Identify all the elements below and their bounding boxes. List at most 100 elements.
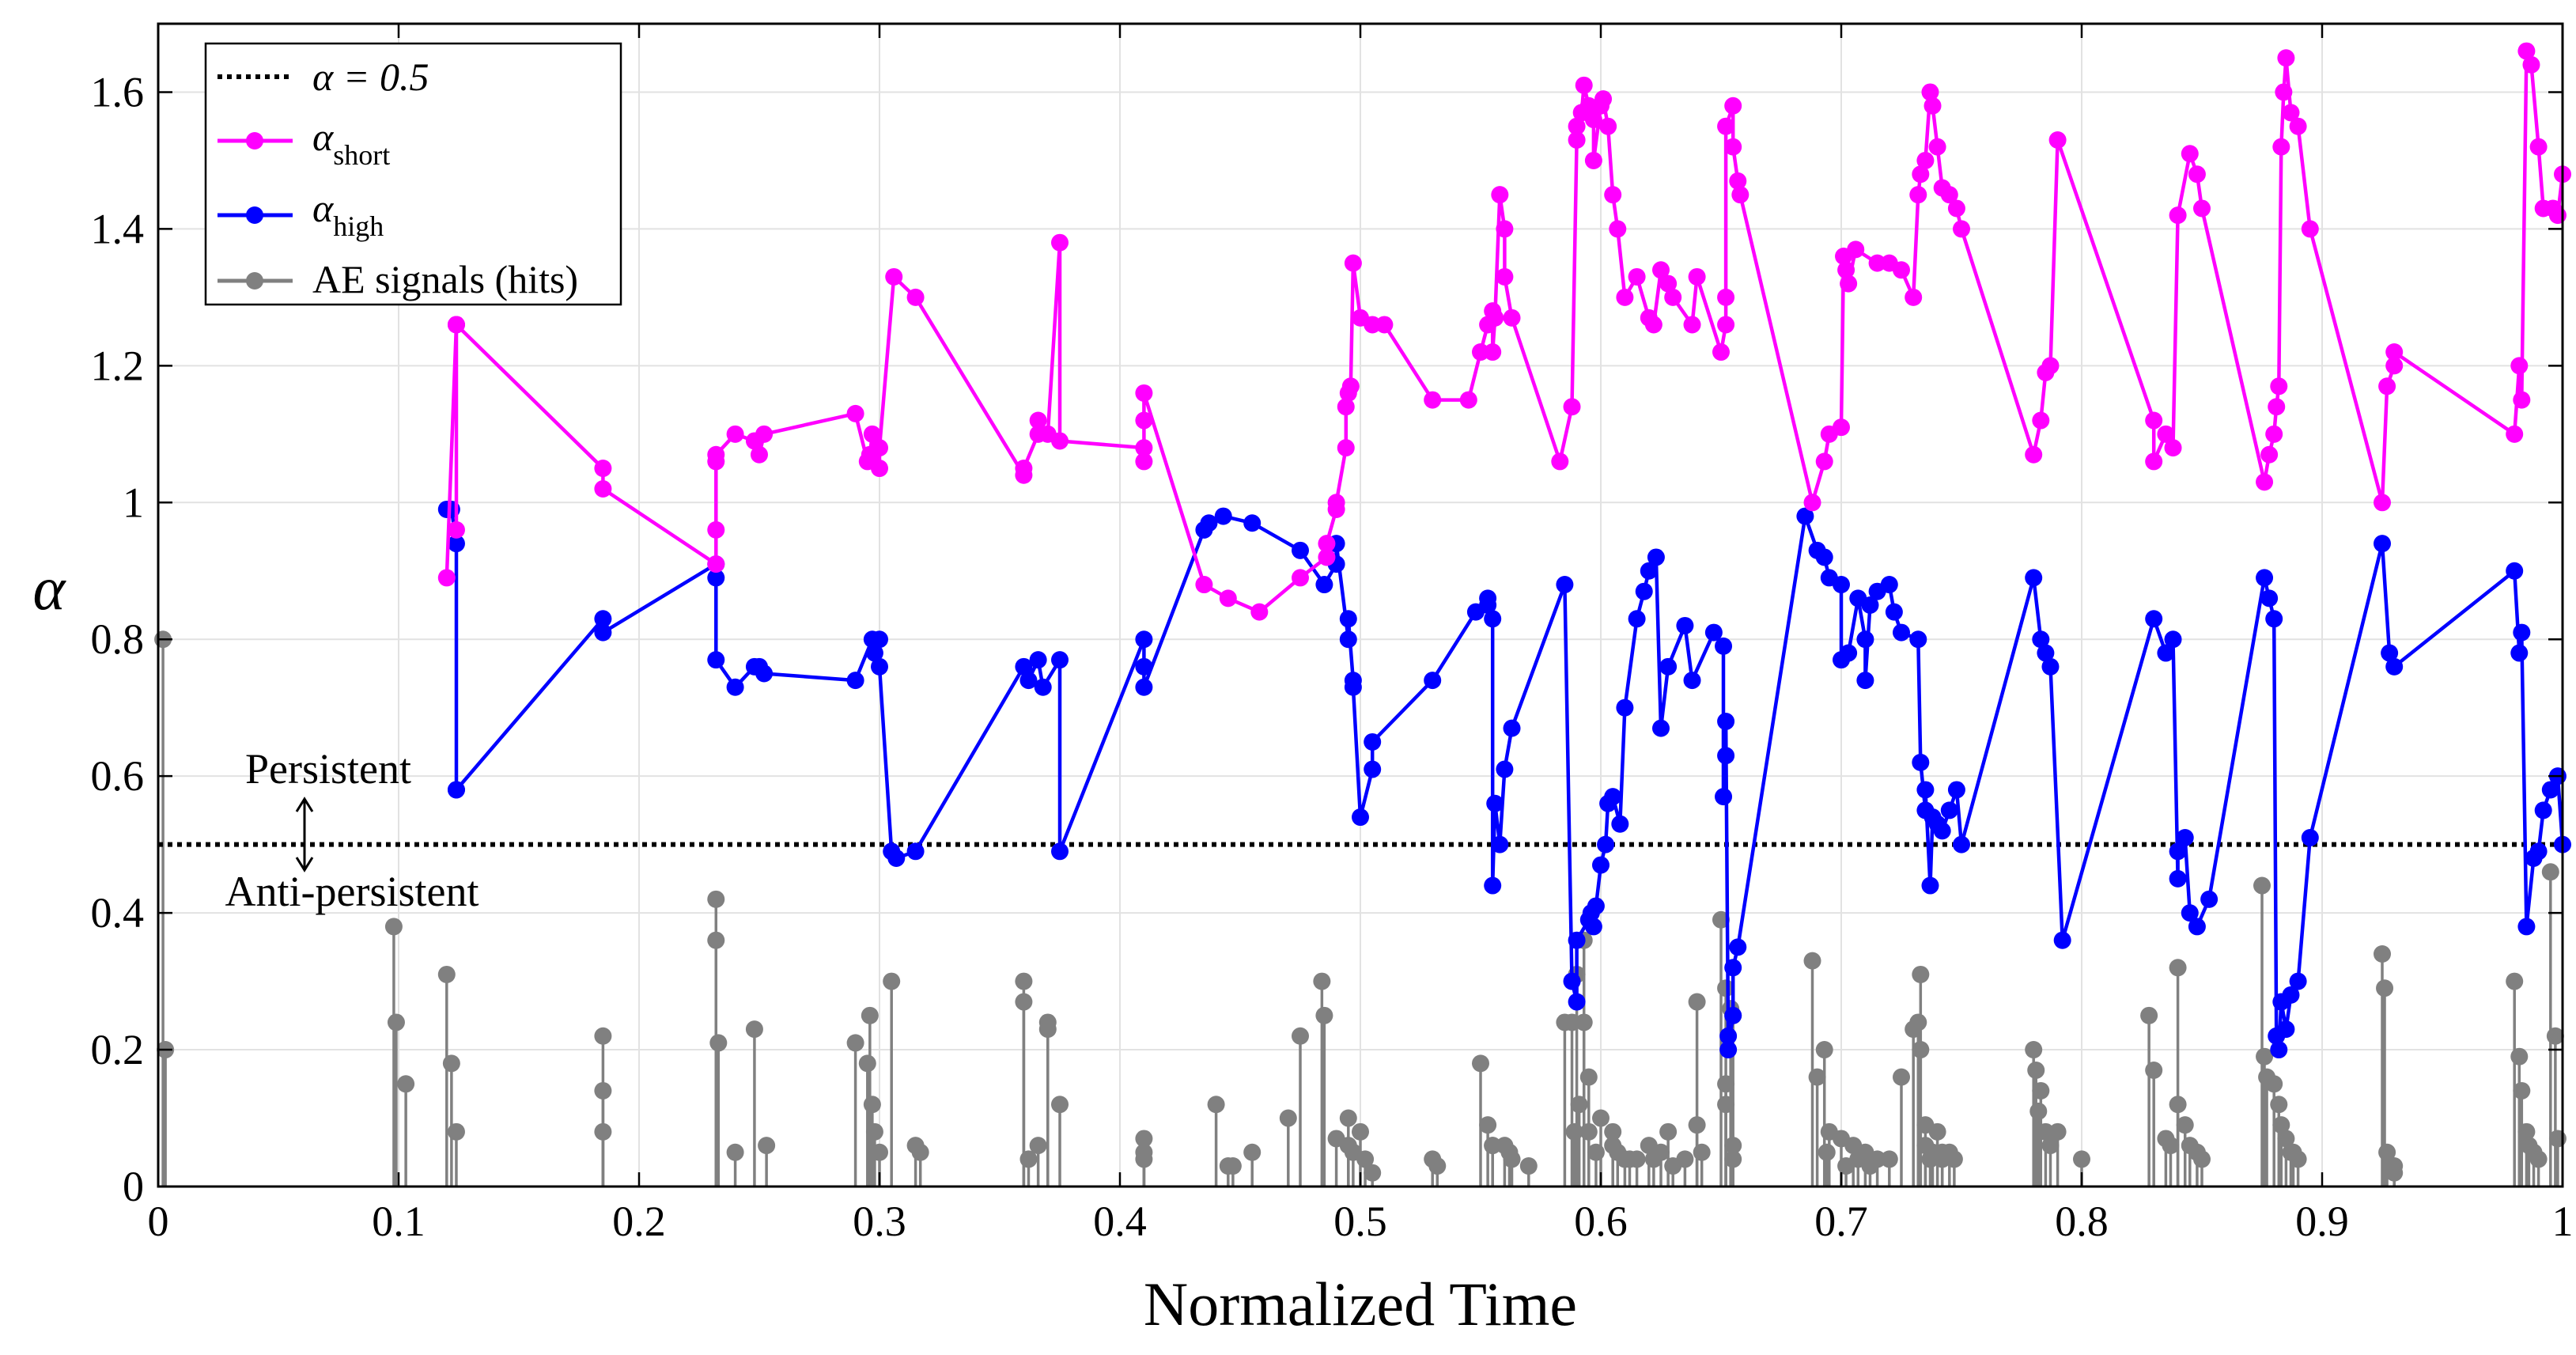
alpha-high-point — [2301, 829, 2319, 846]
alpha-high-point — [2541, 781, 2559, 799]
ae-stem-marker — [1893, 1068, 1910, 1086]
ae-stem-marker — [594, 1081, 612, 1100]
ae-stem-marker — [1808, 1068, 1826, 1086]
alpha-high-point — [871, 630, 888, 649]
alpha-high-point — [2181, 904, 2199, 922]
alpha-short-point — [2145, 452, 2163, 471]
alpha-high-point — [871, 657, 888, 676]
alpha-high-point — [1292, 541, 1309, 559]
ae-stem-marker — [2193, 1150, 2211, 1168]
y-tick-label: 0.8 — [91, 615, 145, 663]
alpha-high-point — [2145, 610, 2163, 628]
x-tick-label: 0.2 — [612, 1198, 666, 1245]
alpha-high-point — [1719, 1041, 1738, 1059]
alpha-short-point — [437, 569, 456, 587]
alpha-high-point — [1135, 630, 1153, 649]
alpha-high-point — [1912, 753, 1930, 771]
x-axis: 0 0.1 0.2 0.3 0.4 0.5 0.6 0.7 0.8 0.9 1 — [148, 24, 2574, 1245]
alpha-short-point — [1893, 261, 1910, 279]
ae-stem-marker — [2541, 863, 2559, 881]
alpha-high-point — [1880, 576, 1898, 594]
ae-stem-marker — [1909, 1013, 1927, 1031]
alpha-high-point — [1496, 760, 1514, 778]
alpha-high-point — [2289, 972, 2307, 990]
alpha-high-point — [2157, 644, 2175, 662]
alpha-short-point — [1683, 316, 1701, 334]
alpha-short-point — [1833, 418, 1850, 437]
alpha-high-point — [1921, 876, 1939, 895]
alpha-high-point — [887, 849, 906, 867]
ae-stem-marker — [2378, 1143, 2396, 1161]
alpha-high-point — [1587, 897, 1605, 915]
x-tick-label: 0.6 — [1574, 1198, 1628, 1245]
ae-stem-marker — [1604, 1122, 1622, 1141]
alpha-short-point — [846, 404, 864, 422]
ae-stem-marker — [2162, 1137, 2180, 1155]
legend-label-high-base: α — [312, 186, 335, 230]
alpha-high-point — [1214, 507, 1232, 525]
alpha-short-point — [707, 555, 725, 573]
alpha-high-point — [846, 672, 864, 690]
alpha-high-point — [1503, 719, 1521, 737]
alpha-short-point — [1584, 111, 1602, 129]
alpha-high-point — [1628, 610, 1646, 628]
ae-stem-marker — [2073, 1150, 2090, 1168]
alpha-short-point — [1729, 172, 1747, 190]
alpha-short-point — [885, 267, 903, 286]
y-tick-label: 0 — [123, 1163, 144, 1210]
alpha-high-point — [707, 569, 725, 587]
x-axis-title: Normalized Time — [1144, 1270, 1577, 1338]
alpha-short-point — [2282, 104, 2300, 122]
alpha-short-point — [2265, 425, 2283, 443]
alpha-short-point — [2032, 411, 2050, 430]
alpha-high-point — [2282, 986, 2300, 1004]
legend-entry-ae-signals: AE signals (hits) — [218, 257, 578, 301]
alpha-short-point — [1923, 97, 1942, 115]
alpha-short-point — [2193, 199, 2211, 218]
alpha-high-point — [1940, 801, 1958, 819]
ae-stem-marker — [442, 1054, 460, 1073]
alpha-short-point — [707, 520, 725, 539]
ae-stem-marker — [865, 1122, 883, 1141]
y-tick-label: 0.4 — [91, 889, 145, 937]
alpha-short-point — [1568, 117, 1586, 135]
ae-stem-marker — [1135, 1150, 1153, 1168]
ae-stem-marker — [2169, 959, 2187, 977]
ae-stem-marker — [1356, 1150, 1375, 1168]
alpha-high-point — [2200, 890, 2219, 908]
x-tick-label: 0.3 — [853, 1198, 906, 1245]
ae-stem-marker — [1724, 1137, 1742, 1155]
alpha-high-point — [1604, 788, 1622, 806]
ae-stem-marker — [1652, 1143, 1670, 1161]
alpha-high-point — [1200, 514, 1218, 532]
alpha-short-point — [594, 480, 612, 498]
alpha-short-point — [863, 425, 881, 443]
alpha-short-point — [1724, 138, 1742, 156]
y-axis: 0 0.2 0.4 0.6 0.8 1 1.2 1.4 1.6 — [91, 68, 2563, 1210]
alpha-short-point — [2529, 138, 2548, 156]
alpha-high-point — [2381, 644, 2399, 662]
alpha-short-point — [2522, 55, 2540, 74]
ae-stem-marker — [1818, 1143, 1836, 1161]
legend: α = 0.5 αshort αhigh AE signals (hits) — [204, 42, 622, 306]
ae-stem-marker — [1207, 1096, 1225, 1114]
alpha-short-point — [1644, 316, 1662, 334]
legend-label-high-sub: high — [333, 210, 384, 242]
ae-stem-marker — [1912, 1041, 1930, 1059]
alpha-high-point — [1597, 835, 1615, 853]
alpha-high-point — [1563, 972, 1581, 990]
ae-stem-marker — [1292, 1027, 1309, 1045]
alpha-short-point — [1659, 274, 1678, 293]
alpha-short-point — [1051, 233, 1069, 252]
ae-stem-marker — [2253, 876, 2271, 895]
alpha-short-point — [1953, 220, 1970, 238]
ae-stem-marker — [1579, 1068, 1598, 1086]
alpha-high-point — [1719, 1027, 1738, 1045]
alpha-short-point — [1135, 384, 1153, 402]
alpha-short-point — [1563, 398, 1581, 416]
alpha-high-point — [2053, 931, 2071, 949]
ae-stem-marker — [1479, 1116, 1497, 1134]
ae-stem-marker — [1628, 1150, 1646, 1168]
alpha-short-point — [1947, 199, 1965, 218]
ae-stem-marker — [1051, 1096, 1069, 1114]
